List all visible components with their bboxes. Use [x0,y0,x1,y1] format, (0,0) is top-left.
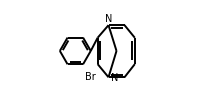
Text: Br: Br [85,72,96,82]
Text: N: N [111,73,118,83]
Text: N: N [105,13,112,24]
